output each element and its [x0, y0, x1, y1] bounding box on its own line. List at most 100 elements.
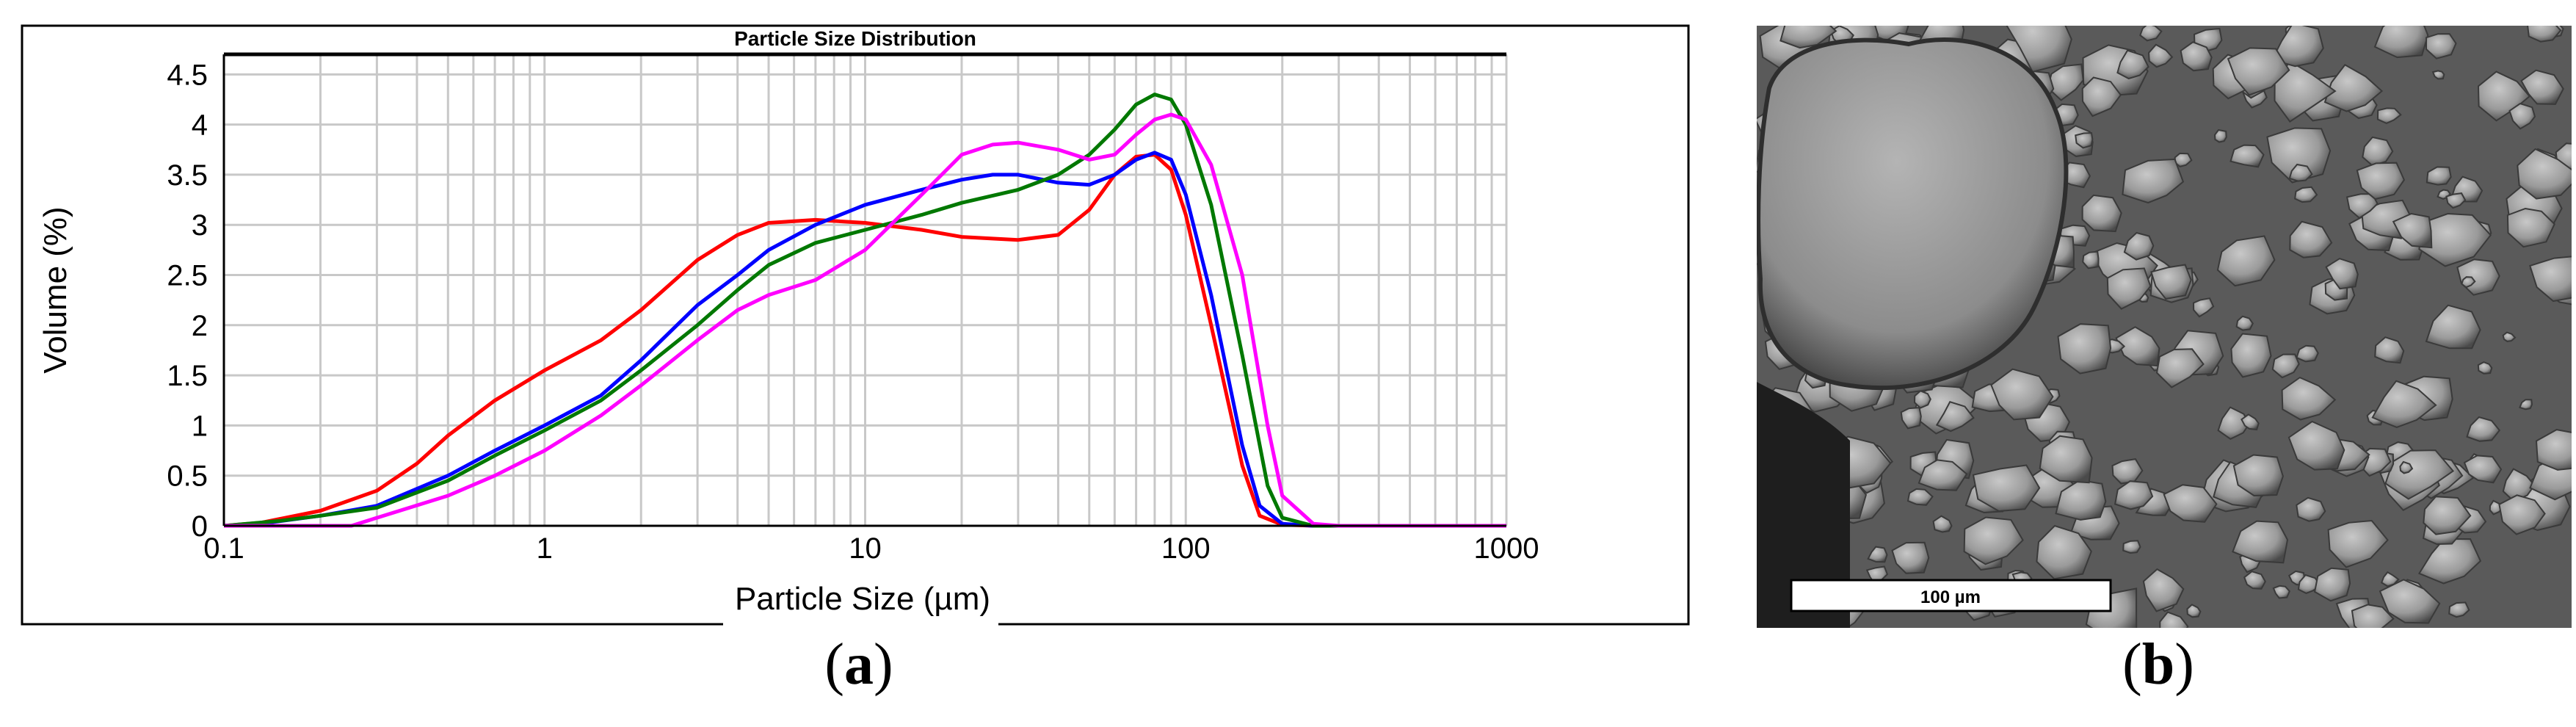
- panel-b-close: ): [2174, 632, 2194, 697]
- sem-particle: [2448, 601, 2470, 618]
- sem-particle: [2055, 479, 2107, 521]
- panel-b-open: (: [2122, 632, 2142, 697]
- sem-particle: [2186, 604, 2202, 618]
- sem-particle: [2425, 304, 2481, 350]
- sem-particle: [2232, 454, 2284, 497]
- sem-particle: [2139, 26, 2163, 42]
- sem-particle: [2371, 380, 2437, 428]
- panel-a-letter: a: [844, 632, 874, 697]
- sem-particle: [1867, 546, 1888, 563]
- scale-bar-label: 100 µm: [1920, 587, 1981, 607]
- sem-particle: [2362, 136, 2394, 167]
- y-tick-label: 3: [192, 209, 208, 242]
- sem-particle: [2502, 468, 2536, 502]
- sem-particle: [2296, 496, 2326, 522]
- sem-particle: [2426, 166, 2452, 186]
- sem-particle: [2287, 420, 2345, 471]
- sem-particle: [2517, 148, 2572, 200]
- sem-particle: [1906, 488, 1934, 506]
- y-tick-label: 3.5: [167, 159, 208, 192]
- x-tick-label: 0.1: [203, 532, 244, 565]
- sem-particle: [2445, 192, 2467, 209]
- xlabel-gap: [723, 619, 998, 629]
- scale-bar-box: [1790, 579, 2112, 612]
- sem-particle: [1913, 390, 1931, 409]
- sem-particle: [1900, 407, 1922, 430]
- sem-particle: [2229, 144, 2265, 168]
- series-group: [223, 93, 1506, 528]
- sem-particle: [2379, 579, 2441, 624]
- sem-particle: [2216, 235, 2276, 287]
- sem-particle: [1935, 400, 1975, 433]
- panel-label-a: (a): [786, 632, 932, 698]
- x-tick-label: 1000: [1474, 532, 1539, 565]
- sem-particle: [2519, 399, 2533, 410]
- sem-particle: [1963, 516, 2024, 565]
- series-line-magenta: [224, 112, 1506, 528]
- y-tick-label: 4.5: [167, 59, 208, 91]
- sem-particle: [2506, 207, 2555, 248]
- sem-particle: [2122, 540, 2141, 554]
- sem-particle: [2425, 33, 2457, 59]
- y-tick-label: 1: [192, 410, 208, 442]
- sem-particle: [2075, 131, 2094, 149]
- y-tick-label: 0.5: [167, 460, 208, 493]
- sem-particle: [2081, 194, 2122, 233]
- sem-particle: [2399, 460, 2414, 474]
- sem-particle: [2192, 297, 2215, 318]
- y-tick-label: 0: [192, 510, 208, 543]
- sem-particle: [2274, 60, 2337, 123]
- sem-particle: [2313, 567, 2351, 602]
- panel-a-open: (: [824, 632, 844, 697]
- sem-particle: [2122, 158, 2185, 204]
- sem-particle: [2351, 604, 2395, 628]
- sem-particle: [2230, 333, 2272, 378]
- sem-image: 100 µm: [1757, 26, 2572, 628]
- sem-particle: [2271, 353, 2300, 379]
- sem-particle: [2123, 231, 2155, 261]
- sem-particle: [2272, 585, 2290, 599]
- sem-particle: [2327, 519, 2389, 568]
- sem-particle: [2142, 568, 2185, 612]
- sem-particle: [2116, 49, 2149, 80]
- sem-particle: [2227, 47, 2290, 96]
- chart-title: Particle Size Distribution: [734, 27, 976, 50]
- sem-particle: [1918, 459, 1968, 491]
- sem-particle: [2466, 416, 2501, 442]
- sem-particle: [2477, 361, 2493, 375]
- sem-particle: [2036, 524, 2092, 580]
- panel-a-close: ): [874, 632, 893, 697]
- series-line-blue: [223, 151, 1506, 528]
- sem-particle: [1891, 541, 1930, 574]
- sem-particle: [2356, 162, 2406, 200]
- sem-particle: [2243, 571, 2266, 590]
- sem-particle: [2529, 256, 2572, 303]
- sem-particle: [2392, 212, 2433, 249]
- sem-particle: [1932, 515, 1953, 533]
- sem-particle: [2081, 76, 2122, 117]
- sem-dark-shadow: [1757, 382, 1850, 628]
- sem-particle: [2376, 107, 2402, 124]
- sem-particle: [2082, 250, 2100, 270]
- sem-particle: [2217, 406, 2251, 440]
- sem-particle: [2159, 611, 2189, 628]
- sem-particle: [2213, 129, 2227, 143]
- sem-particle: [2163, 484, 2218, 523]
- sem-particle: [2463, 455, 2503, 484]
- sem-particle: [2508, 103, 2536, 130]
- panel-b-letter: b: [2141, 632, 2175, 697]
- sem-particle: [2423, 496, 2472, 535]
- sem-particle: [2006, 26, 2072, 73]
- sem-particle: [2288, 163, 2313, 182]
- sem-particle: [2520, 69, 2564, 105]
- sem-particle: [1990, 368, 2054, 421]
- axes: [222, 52, 1506, 527]
- y-tick-label: 1.5: [167, 360, 208, 392]
- sem-particle: [2148, 43, 2174, 68]
- sem-particle: [2527, 26, 2562, 43]
- sem-particle: [2296, 344, 2319, 363]
- series-line-red: [223, 153, 1506, 528]
- tick-labels: 0.1 1 10 100 1000 0 0.5 1 1.5 2 2.5 3 3.5 4 4.5: [167, 59, 1539, 565]
- sem-particle: [2106, 267, 2152, 310]
- sem-particle: [2150, 264, 2192, 300]
